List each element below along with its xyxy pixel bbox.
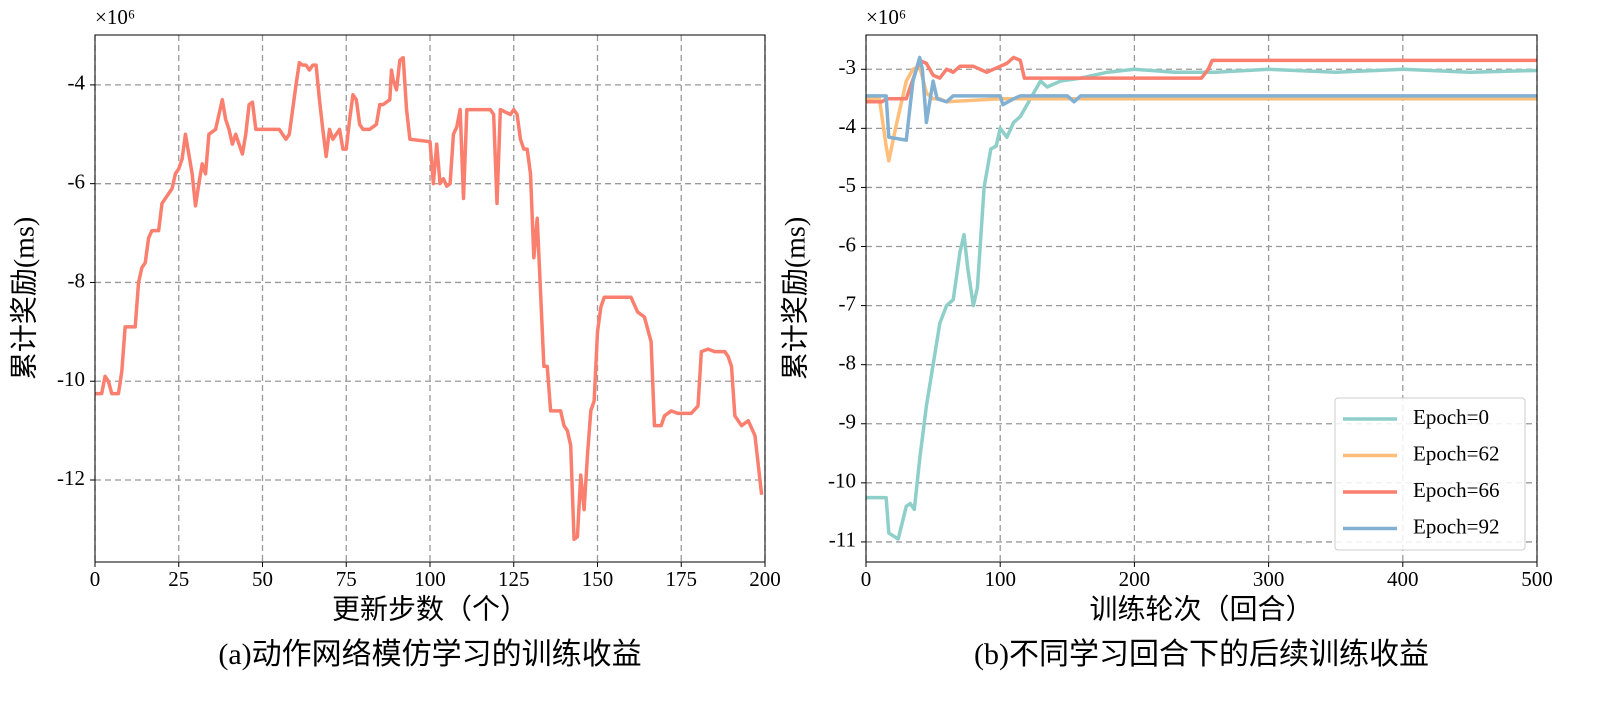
y-tick-label: -8: [839, 350, 857, 374]
y-tick-label: -3: [839, 55, 857, 79]
y-tick-label: -9: [839, 410, 857, 434]
x-tick-label: 0: [861, 567, 872, 591]
x-tick-label: 0: [90, 567, 101, 591]
x-tick-label: 150: [582, 567, 614, 591]
plot-frame: [865, 34, 1538, 563]
data-line: [866, 55, 1537, 142]
x-tick-label: 400: [1387, 567, 1419, 591]
y-scale-label: ×10⁶: [95, 5, 135, 29]
x-tick-label: 175: [666, 567, 698, 591]
data-line: [866, 67, 1538, 541]
legend-label: Epoch=66: [1413, 478, 1500, 502]
y-tick-label: -11: [829, 528, 856, 552]
x-tick-label: 50: [252, 567, 273, 591]
data-line: [866, 55, 1537, 104]
data-line: [866, 64, 1537, 163]
x-tick-label: 125: [498, 567, 530, 591]
y-tick-label: -8: [68, 268, 86, 292]
x-tick-label: 25: [168, 567, 189, 591]
y-tick-label: -6: [839, 232, 857, 256]
y-tick-label: -4: [839, 114, 857, 138]
legend-box: [1334, 397, 1526, 551]
legend-label: Epoch=62: [1413, 441, 1500, 465]
x-tick-label: 100: [984, 567, 1016, 591]
caption: (b)不同学习回合下的后续训练收益: [974, 638, 1429, 671]
x-tick-label: 100: [414, 567, 446, 591]
x-axis-label: 更新步数（个）: [332, 593, 528, 625]
x-tick-label: 75: [336, 567, 357, 591]
x-tick-label: 300: [1253, 567, 1285, 591]
y-tick-label: -12: [57, 466, 85, 490]
y-tick-label: -7: [839, 291, 857, 315]
y-tick-label: -6: [68, 169, 86, 193]
legend-label: Epoch=0: [1413, 405, 1489, 429]
x-tick-label: 500: [1521, 567, 1553, 591]
y-tick-label: -10: [57, 367, 85, 391]
legend-label: Epoch=92: [1413, 514, 1500, 538]
x-tick-label: 200: [749, 567, 781, 591]
y-tick-label: -4: [68, 71, 86, 95]
x-axis-label: 训练轮次（回合）: [1089, 593, 1313, 625]
caption: (a)动作网络模仿学习的训练收益: [218, 638, 641, 671]
y-tick-label: -5: [839, 173, 857, 197]
data-line: [95, 55, 764, 542]
y-axis-label: 累计奖励(ms): [8, 217, 40, 380]
plot-frame: [94, 34, 766, 563]
x-tick-label: 200: [1119, 567, 1151, 591]
y-scale-label: ×10⁶: [866, 5, 906, 29]
y-axis-label: 累计奖励(ms): [779, 217, 811, 380]
y-tick-label: -10: [828, 469, 856, 493]
